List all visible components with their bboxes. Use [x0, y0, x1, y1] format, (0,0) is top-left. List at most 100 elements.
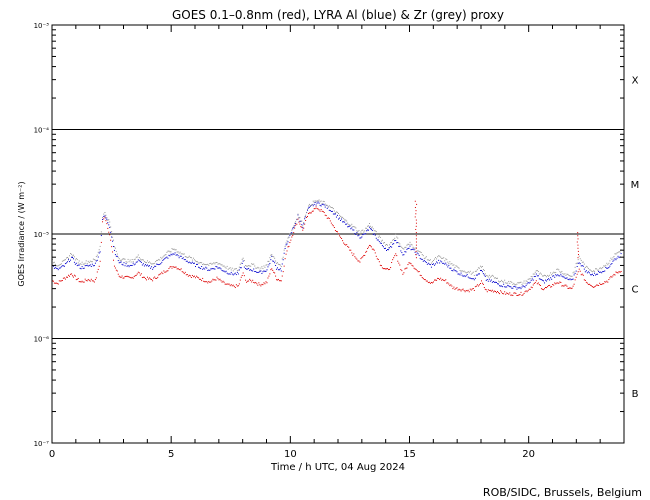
- data-point: [389, 244, 391, 246]
- data-point: [412, 265, 414, 267]
- data-point: [129, 264, 131, 266]
- data-point: [297, 213, 299, 215]
- data-point: [87, 278, 89, 280]
- data-point: [552, 284, 554, 286]
- data-point: [609, 265, 611, 267]
- data-point: [384, 247, 386, 249]
- data-point: [164, 254, 166, 256]
- data-point: [230, 271, 232, 273]
- data-point: [119, 259, 121, 261]
- data-point: [256, 267, 258, 269]
- data-point: [96, 259, 98, 261]
- data-point: [267, 277, 269, 279]
- data-point: [320, 205, 322, 207]
- data-point: [355, 227, 357, 229]
- spike-point: [415, 247, 417, 249]
- data-point: [446, 264, 448, 266]
- data-point: [104, 212, 106, 214]
- data-point: [192, 276, 194, 278]
- data-point: [610, 257, 612, 259]
- data-point: [183, 259, 185, 261]
- data-point: [398, 242, 400, 244]
- data-point: [118, 258, 120, 260]
- data-point: [68, 274, 70, 276]
- data-point: [440, 277, 442, 279]
- spike-point: [577, 244, 579, 246]
- data-point: [196, 275, 198, 277]
- data-point: [558, 275, 560, 277]
- data-point: [200, 268, 202, 270]
- data-point: [554, 276, 556, 278]
- data-point: [224, 266, 226, 268]
- data-point: [340, 219, 342, 221]
- data-point: [130, 261, 132, 263]
- data-point: [149, 277, 151, 279]
- data-point: [342, 221, 344, 223]
- data-point: [466, 272, 468, 274]
- data-point: [336, 211, 338, 213]
- data-point: [143, 276, 145, 278]
- data-point: [62, 260, 64, 262]
- data-point: [231, 273, 233, 275]
- data-point: [190, 262, 192, 264]
- data-point: [177, 255, 179, 257]
- data-point: [465, 272, 467, 274]
- data-point: [537, 275, 539, 277]
- data-point: [464, 276, 466, 278]
- data-point: [109, 234, 111, 236]
- data-point: [319, 201, 321, 203]
- data-point: [56, 268, 58, 270]
- data-point: [72, 258, 74, 260]
- data-point: [491, 289, 493, 291]
- data-point: [113, 246, 115, 248]
- data-point: [339, 235, 341, 237]
- data-point: [468, 277, 470, 279]
- data-point: [100, 231, 102, 233]
- data-point: [569, 275, 571, 277]
- data-point: [458, 267, 460, 269]
- data-point: [204, 281, 206, 283]
- data-point: [560, 271, 562, 273]
- data-point: [340, 236, 342, 238]
- data-point: [314, 200, 316, 202]
- data-point: [489, 289, 491, 291]
- data-point: [245, 279, 247, 281]
- data-point: [259, 284, 261, 286]
- data-point: [554, 282, 556, 284]
- data-point: [428, 263, 430, 265]
- data-point: [90, 261, 92, 263]
- data-point: [536, 275, 538, 277]
- data-point: [605, 266, 607, 268]
- data-point: [451, 263, 453, 265]
- data-point: [378, 235, 380, 237]
- data-point: [585, 265, 587, 267]
- data-point: [530, 279, 532, 281]
- data-point: [275, 260, 277, 262]
- data-point: [356, 230, 358, 232]
- data-point: [335, 230, 337, 232]
- data-point: [457, 289, 459, 291]
- data-point: [611, 259, 613, 261]
- data-point: [564, 273, 566, 275]
- data-point: [77, 264, 79, 266]
- data-point: [400, 250, 402, 252]
- data-point: [167, 257, 169, 259]
- data-point: [587, 283, 589, 285]
- data-point: [98, 252, 100, 254]
- data-point: [522, 282, 524, 284]
- data-point: [582, 274, 584, 276]
- data-point: [481, 266, 482, 268]
- data-point: [487, 276, 489, 278]
- data-point: [248, 267, 250, 269]
- data-point: [209, 263, 211, 265]
- data-point: [132, 277, 134, 279]
- data-point: [261, 272, 263, 274]
- data-point: [126, 265, 128, 267]
- data-point: [380, 242, 382, 244]
- data-point: [581, 261, 583, 263]
- series-0: [52, 206, 622, 296]
- data-point: [505, 282, 507, 284]
- data-point: [377, 258, 379, 260]
- data-point: [133, 276, 135, 278]
- data-point: [527, 282, 529, 284]
